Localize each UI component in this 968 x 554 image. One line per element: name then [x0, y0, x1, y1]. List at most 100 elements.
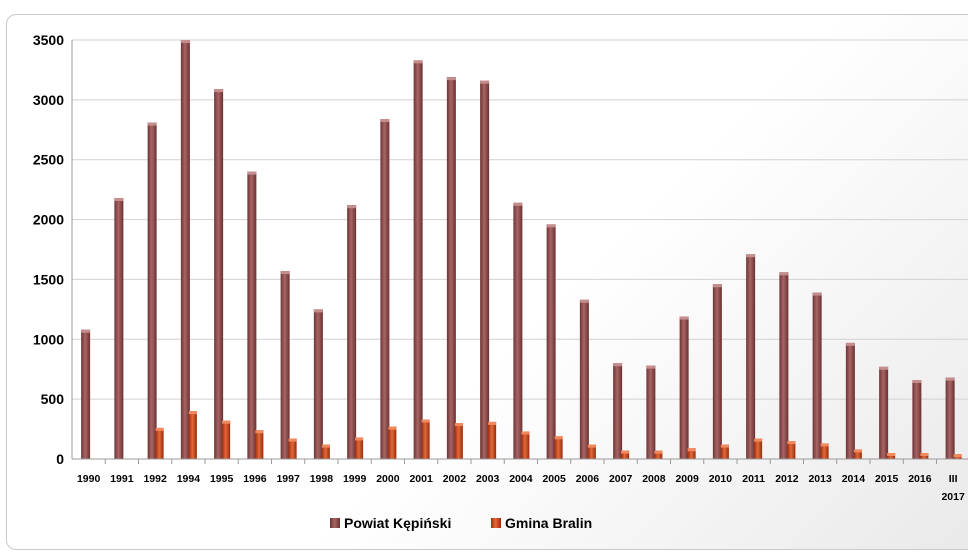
bar-powiat-cap	[380, 119, 390, 123]
bar-powiat	[380, 119, 390, 460]
bar-gmina-cap	[787, 441, 796, 445]
bar-powiat-cap	[945, 377, 955, 381]
bar-gmina-cap	[388, 426, 397, 430]
bar-gmina-cap	[587, 444, 596, 448]
bar-gmina	[355, 437, 364, 459]
x-tick-label: 1999	[343, 473, 367, 485]
bar-gmina	[720, 444, 729, 459]
bar-powiat-cap	[313, 309, 323, 313]
y-tick-label: 3500	[33, 32, 64, 48]
bar-gmina-cap	[321, 444, 330, 448]
bar-gmina-cap	[288, 438, 297, 442]
y-tick-label: 500	[41, 391, 65, 407]
bar-powiat	[679, 316, 689, 459]
bar-gmina	[521, 431, 530, 459]
bar-gmina-cap	[754, 438, 763, 442]
bar-powiat-cap	[180, 40, 190, 43]
x-tick-label: 1991	[110, 473, 134, 485]
bar-powiat	[712, 284, 722, 459]
x-axis: 1990 1991 1992 1994 1995 1996 1997 1998 1999 2000…	[72, 458, 968, 503]
y-tick-label: 1000	[33, 331, 64, 347]
bar-powiat-cap	[81, 329, 91, 333]
x-tick-label: 2006	[576, 473, 600, 485]
bar-gmina	[155, 427, 164, 459]
bar-gmina-cap	[255, 430, 264, 434]
bar-powiat	[613, 363, 623, 459]
y-tick-label: 2500	[33, 152, 64, 168]
bar-powiat-cap	[513, 202, 523, 206]
bar-powiat	[180, 40, 190, 459]
bar-gmina	[787, 441, 796, 459]
bar-gmina-cap	[621, 450, 630, 454]
bars	[81, 40, 962, 460]
x-tick-label: 2004	[509, 473, 533, 485]
bar-powiat	[779, 272, 789, 459]
bar-powiat	[347, 205, 357, 459]
x-tick-label: 2014	[842, 473, 866, 485]
x-tick-label: 2013	[808, 473, 832, 485]
bar-powiat	[912, 379, 922, 459]
bar-powiat-cap	[879, 366, 889, 370]
x-tick-label: 2003	[476, 473, 500, 485]
x-tick-label: 2015	[875, 473, 899, 485]
bar-powiat	[579, 299, 589, 459]
bar-gmina-cap	[853, 449, 862, 453]
bar-gmina	[820, 443, 829, 459]
bar-powiat-cap	[147, 122, 157, 126]
bar-powiat	[845, 342, 855, 459]
bar-gmina-cap	[521, 431, 530, 435]
bar-gmina	[222, 420, 231, 459]
bar-gmina	[321, 444, 330, 459]
x-tick-label: 2010	[709, 473, 733, 485]
x-tick-label: 2000	[376, 473, 400, 485]
bar-gmina	[587, 444, 596, 459]
bar-gmina	[488, 421, 497, 459]
bar-powiat-cap	[347, 205, 357, 209]
bar-gmina-cap	[654, 450, 663, 454]
x-tick-label-line: 2017	[941, 491, 965, 503]
bar-powiat	[812, 292, 822, 459]
x-tick-label: 2016	[908, 473, 932, 485]
legend-label-gmina: Gmina Bralin	[505, 515, 592, 531]
bar-gmina-cap	[887, 453, 896, 457]
bar-powiat	[746, 254, 756, 459]
bar-powiat	[114, 198, 124, 459]
bar-powiat	[646, 365, 656, 459]
bar-powiat-cap	[280, 271, 290, 275]
bar-powiat-cap	[812, 292, 822, 296]
bar-powiat	[247, 171, 257, 459]
x-tick-label: 2009	[675, 473, 699, 485]
bar-gmina-cap	[355, 437, 364, 441]
legend-swatch-powiat	[330, 518, 340, 528]
bar-gmina-cap	[554, 436, 563, 440]
x-tick-label: 1990	[77, 473, 101, 485]
bar-powiat	[214, 89, 224, 459]
bar-powiat-cap	[247, 171, 257, 175]
bar-gmina	[853, 449, 862, 459]
bar-gmina-cap	[421, 419, 430, 423]
bar-gmina	[754, 438, 763, 459]
bar-powiat-cap	[746, 254, 756, 258]
legend-swatch-gmina	[491, 518, 501, 528]
bar-powiat-cap	[446, 77, 456, 81]
bar-powiat	[81, 329, 91, 459]
bar-gmina	[454, 423, 463, 459]
bar-gmina-cap	[820, 443, 829, 447]
bar-powiat	[945, 377, 955, 459]
bar-powiat-cap	[413, 60, 423, 64]
bar-powiat-cap	[646, 365, 656, 369]
bar-powiat	[513, 202, 523, 459]
bar-powiat-cap	[912, 379, 922, 383]
x-tick-label: 2007	[609, 473, 633, 485]
bar-gmina	[421, 419, 430, 459]
bar-powiat	[147, 122, 157, 460]
x-tick-label: 1994	[177, 473, 201, 485]
bar-gmina	[255, 430, 264, 459]
bar-powiat-cap	[579, 299, 589, 303]
bar-gmina	[554, 436, 563, 459]
bar-powiat-cap	[480, 80, 490, 84]
bar-powiat	[446, 77, 456, 460]
y-axis: 0 500 1000 1500 2000 2500 3000 3500	[33, 32, 73, 467]
bar-powiat-cap	[214, 89, 224, 93]
